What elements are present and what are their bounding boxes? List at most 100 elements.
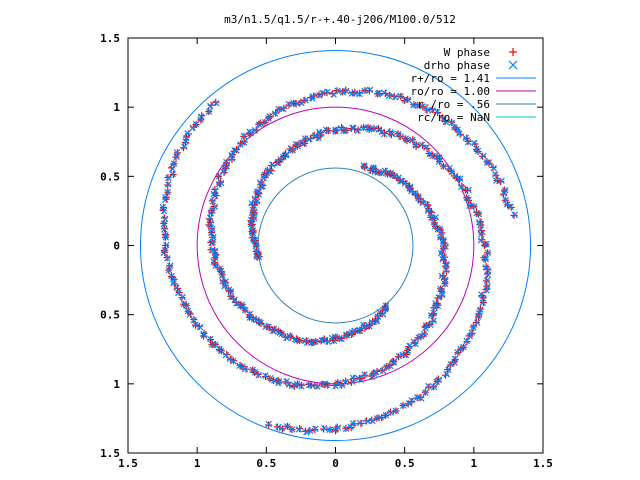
drho-phase-point [200,330,207,338]
drho-phase-point [225,286,233,293]
drho-phase-point [454,349,461,356]
drho-phase-point [309,93,316,100]
w-phase-point [265,421,273,429]
drho-phase-point [207,102,214,110]
drho-phase-point [306,136,313,143]
drho-phase-point [485,159,493,166]
drho-phase-point [326,426,333,433]
drho-phase-point [475,211,483,218]
drho-phase-point [251,127,259,134]
drho-phase-point [439,245,447,253]
drho-phase-point [379,367,387,374]
drho-phase-point [240,132,248,140]
drho-phase-point [314,383,321,390]
drho-phase-point [249,366,256,374]
drho-phase-point [164,188,171,196]
drho-phase-point [184,307,192,315]
drho-phase-point [483,287,490,294]
drho-phase-point [483,277,491,284]
drho-phase-point [184,130,191,137]
drho-phase-point [217,179,225,187]
drho-phase-point [284,423,291,430]
drho-phase-point [275,105,282,113]
drho-phase-point [369,417,376,425]
drho-phase-point [240,139,248,146]
drho-phase-point [422,324,429,332]
drho-phase-point [366,86,374,94]
drho-phase-point [387,362,394,370]
drho-phase-point [286,333,293,340]
drho-phase-point [207,335,214,343]
drho-phase-point [249,234,257,242]
drho-phase-point [262,323,269,330]
w-phase-point [273,423,281,431]
drho-phase-point [381,89,388,96]
drho-phase-point [403,136,411,144]
drho-phase-point [300,140,308,147]
drho-phase-point [266,113,273,120]
drho-phase-point [482,255,490,263]
drho-phase-point [448,119,456,126]
drho-phase-point [161,215,169,223]
drho-phase-point [349,378,356,385]
drho-phase-point [208,246,216,254]
drho-phase-point [253,248,260,255]
drho-phase-point [209,198,217,205]
x-tick-label: 1 [194,457,201,470]
drho-phase-point [283,151,290,158]
drho-phase-point [213,99,220,107]
drho-phase-point [356,90,363,98]
drho-phase-point [319,89,326,97]
drho-phase-point [465,196,472,204]
drho-phase-point [471,139,478,147]
legend-label: r-/ro = .56 [417,98,490,111]
legend-label: drho phase [424,59,490,72]
drho-phase-point [440,163,447,170]
drho-phase-point [441,280,449,288]
drho-phase-point [442,118,450,126]
drho-phase-point [443,371,450,378]
drho-phase-point [433,378,440,385]
drho-phase-point [414,394,421,401]
drho-phase-point [388,130,396,138]
drho-phase-point [478,231,485,238]
drho-phase-point [474,313,482,320]
drho-phase-point [342,87,350,95]
drho-phase-point [468,329,475,336]
drho-phase-point [231,296,238,303]
drho-phase-point [223,158,230,166]
drho-phase-point [198,113,205,120]
drho-phase-point [165,266,173,274]
drho-phase-point [289,426,296,433]
legend-plus-marker [509,48,517,56]
drho-phase-point [324,127,332,134]
drho-phase-point [395,352,403,360]
drho-phase-point [332,126,339,134]
drho-phase-point [435,294,442,301]
drho-phase-point [507,203,514,210]
drho-phase-point [280,105,287,113]
y-tick-label: 1 [113,378,120,391]
w-phase-point [262,373,270,381]
drho-phase-point [338,335,345,343]
y-tick-label: 1 [113,101,120,114]
drho-phase-point [385,92,393,100]
drho-phase-point [302,337,309,344]
y-tick-label: 1.5 [100,447,120,460]
drho-phase-point [303,429,310,436]
legend-label: ro/ro = 1.00 [411,85,490,98]
drho-phase-point [262,372,269,379]
drho-phase-point [342,425,350,433]
drho-phase-point [437,229,445,236]
drho-phase-point [316,130,324,138]
drho-phase-point [500,190,508,197]
drho-phase-point [432,214,439,221]
drho-phase-point [361,371,368,378]
drho-phase-point [447,360,454,368]
x-tick-label: 1 [471,457,478,470]
drho-phase-point [419,103,426,110]
drho-phase-point [456,175,464,182]
drho-phase-point [289,147,296,154]
drho-phase-point [227,293,235,301]
drho-phase-point [464,138,472,146]
